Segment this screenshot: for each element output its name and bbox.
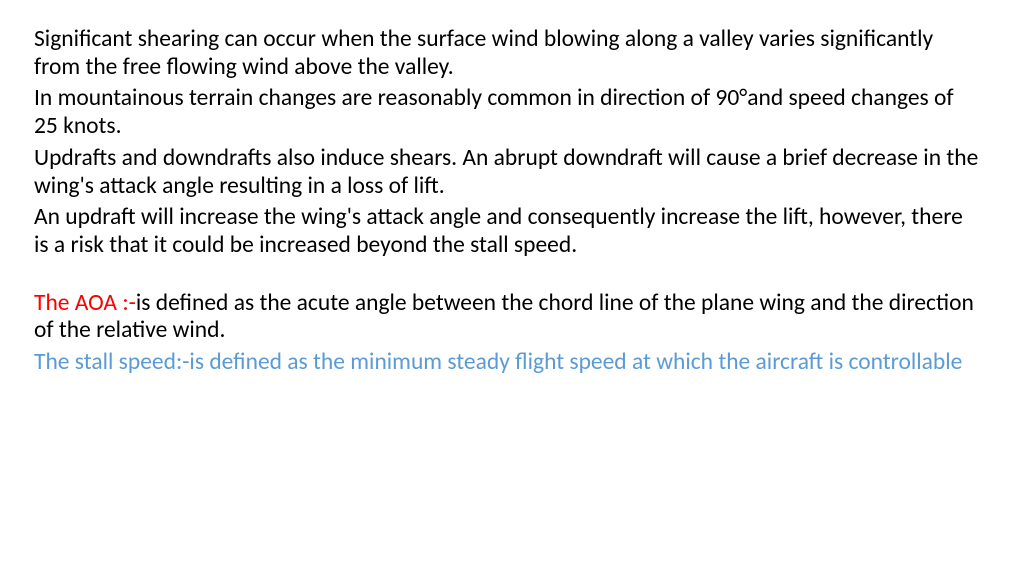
- paragraph-stall-speed: The stall speed:-is defined as the minim…: [34, 349, 980, 377]
- paragraph-updrafts-downdrafts: Updrafts and downdrafts also induce shea…: [34, 145, 980, 200]
- aoa-definition-text: is defined as the acute angle between th…: [34, 289, 974, 345]
- aoa-term: The AOA :-: [34, 289, 136, 317]
- slide-body: Significant shearing can occur when the …: [0, 0, 1024, 576]
- paragraph-shearing: Significant shearing can occur when the …: [34, 26, 980, 81]
- spacer: [34, 264, 980, 290]
- paragraph-updraft-risk: An updraft will increase the wing's atta…: [34, 204, 980, 259]
- paragraph-mountainous: In mountainous terrain changes are reaso…: [34, 85, 980, 140]
- paragraph-aoa-definition: The AOA :-is defined as the acute angle …: [34, 290, 980, 345]
